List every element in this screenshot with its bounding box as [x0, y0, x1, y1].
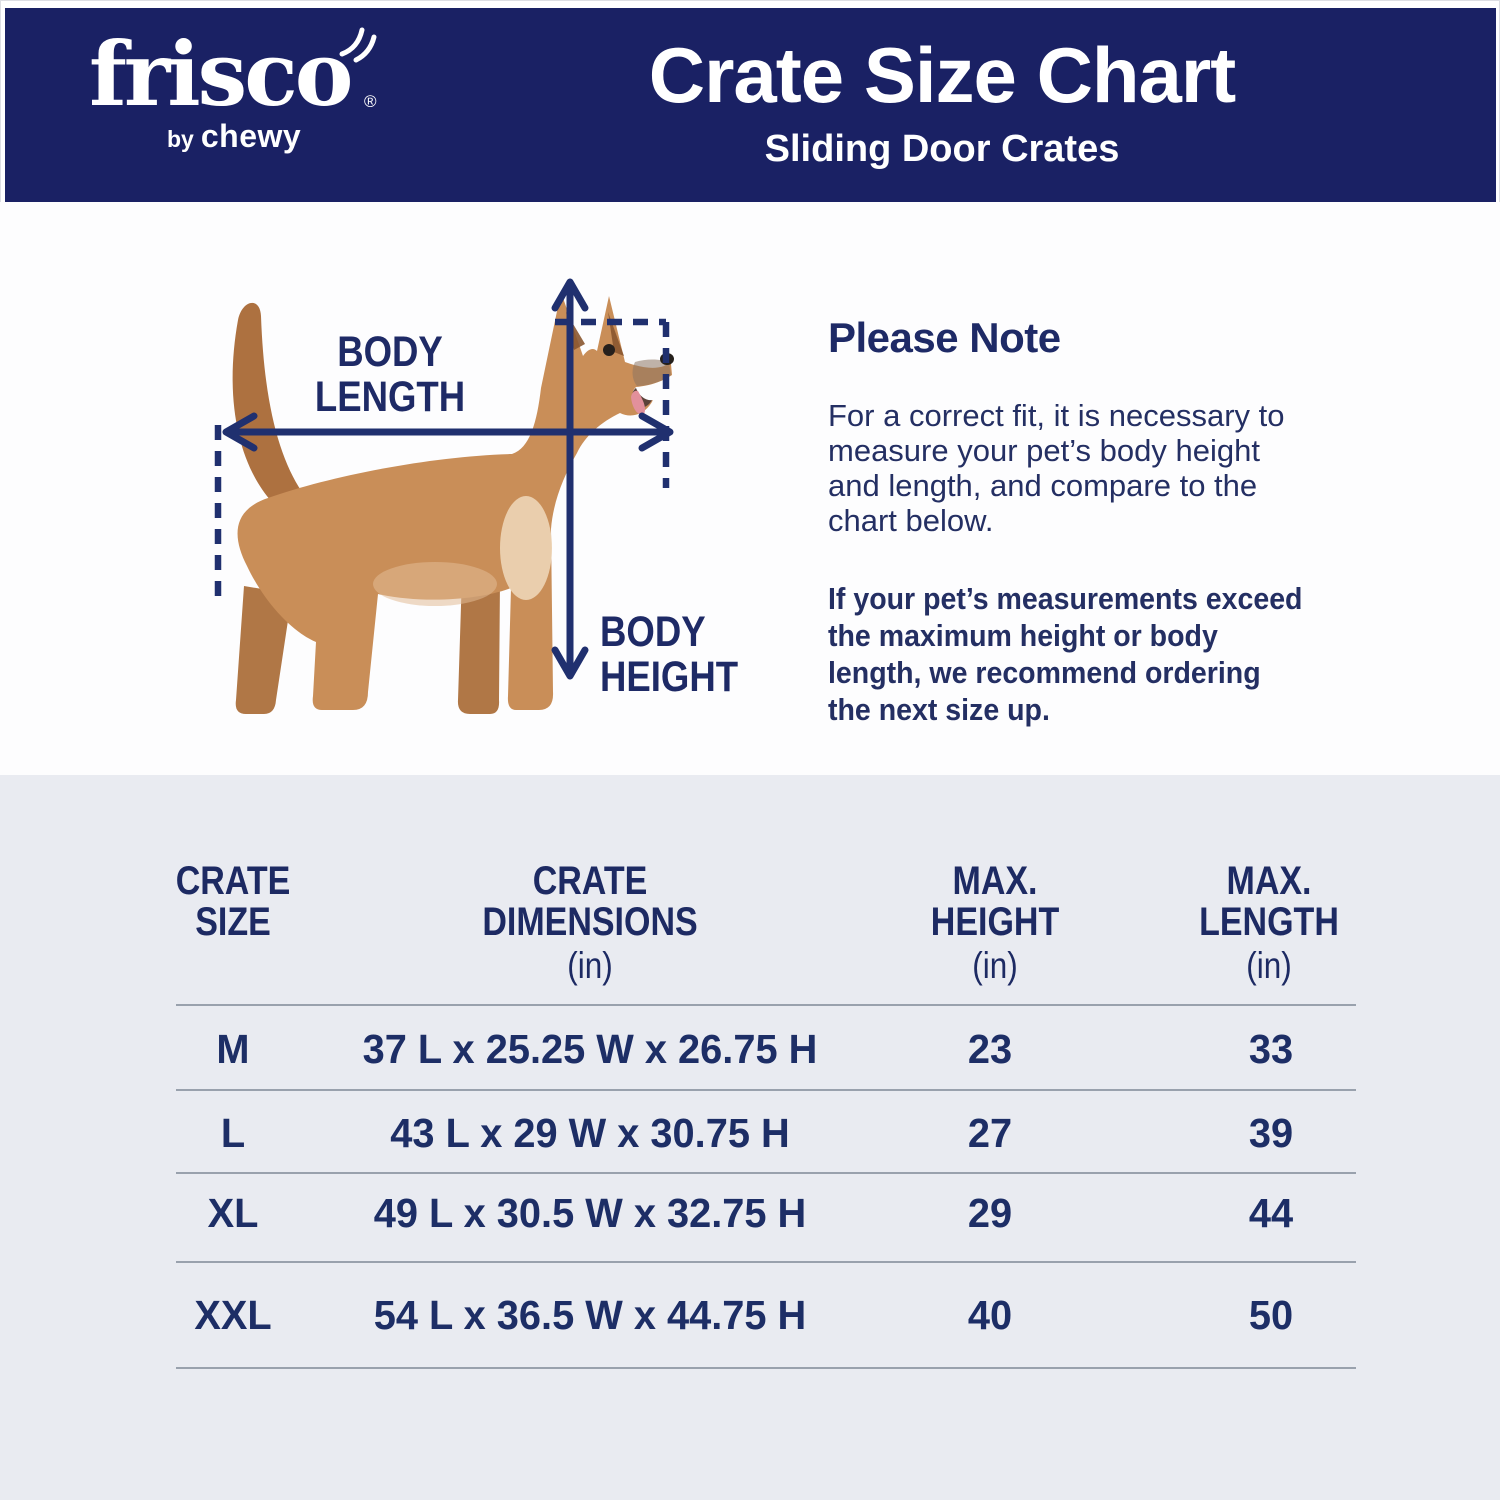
col-header-crate-dimensions: CRATE DIMENSIONS (in): [482, 861, 697, 989]
note-body-line: chart below.: [828, 503, 994, 538]
table-row-l-dimensions: 43 L x 29 W x 30.75 H: [390, 1110, 790, 1156]
table-row-xxl-size: XXL: [194, 1292, 272, 1338]
dog-muzzle: [632, 359, 671, 386]
table-divider: [176, 1367, 1356, 1369]
note-bold-line: the next size up.: [828, 692, 1050, 727]
table-row-xl-max-height: 29: [967, 1190, 1013, 1236]
table-divider: [176, 1089, 1356, 1091]
body-length-label-line1: BODY: [337, 328, 443, 376]
note-body-line: and length, and compare to the: [828, 468, 1258, 503]
table-divider: [176, 1004, 1356, 1006]
dog-eye: [603, 344, 615, 356]
col-header-unit: (in): [972, 945, 1018, 986]
table-row-xxl-max-length: 50: [1248, 1292, 1294, 1338]
table-row-l-max-length: 39: [1248, 1110, 1294, 1156]
body-height-label-line2: HEIGHT: [600, 653, 739, 701]
col-header-line: SIZE: [195, 900, 271, 944]
col-header-max-height: MAX. HEIGHT (in): [931, 861, 1059, 989]
col-header-unit: (in): [567, 945, 613, 986]
body-length-arrow: [222, 412, 674, 452]
col-header-line: MAX.: [952, 859, 1038, 903]
note-body-text: For a correct fit, it is necessary to me…: [828, 398, 1368, 538]
note-bold-text: If your pet’s measurements exceed the ma…: [828, 580, 1325, 728]
body-height-label-line1: BODY: [600, 608, 706, 656]
table-row-xxl-dimensions: 54 L x 36.5 W x 44.75 H: [373, 1292, 807, 1338]
body-length-label: BODY LENGTH: [315, 330, 465, 420]
col-header-crate-size: CRATE SIZE: [176, 861, 291, 943]
table-row-xl-dimensions: 49 L x 30.5 W x 32.75 H: [373, 1190, 807, 1236]
chewy-wordmark: chewy: [200, 118, 302, 154]
size-table: CRATE SIZE CRATE DIMENSIONS (in) MAX. HE…: [0, 775, 1500, 1500]
title-block: Crate Size Chart Sliding Door Crates: [648, 31, 1237, 171]
arrowhead-down-icon: [551, 646, 589, 680]
col-header-line: DIMENSIONS: [482, 900, 698, 944]
table-row-m-size: M: [216, 1026, 250, 1072]
byline-by: by: [167, 126, 194, 152]
table-row-m-dimensions: 37 L x 25.25 W x 26.75 H: [362, 1026, 818, 1072]
note-bold-line: If your pet’s measurements exceed: [828, 581, 1303, 616]
dog-illustration: [214, 278, 674, 714]
frisco-wordmark: frisco ®: [89, 27, 377, 118]
table-divider: [176, 1172, 1356, 1174]
dog-tail: [232, 302, 302, 502]
measurement-section: BODY LENGTH BODY HEIGHT Please Note For …: [0, 202, 1500, 775]
col-header-unit: (in): [1246, 945, 1292, 986]
note-heading: Please Note: [828, 314, 1061, 361]
please-note-panel: Please Note For a correct fit, it is nec…: [828, 314, 1368, 728]
header-banner: frisco ® by chewy Crate Size Chart Slidi…: [5, 8, 1496, 202]
arrowhead-right-icon: [638, 412, 674, 452]
page-subtitle: Sliding Door Crates: [764, 128, 1120, 170]
col-header-line: HEIGHT: [930, 900, 1060, 944]
frisco-wordmark-text: frisco: [89, 22, 353, 126]
table-row-xxl-max-height: 40: [967, 1292, 1013, 1338]
table-row-l-max-height: 27: [967, 1110, 1013, 1156]
table-row-xl-max-length: 44: [1248, 1190, 1294, 1236]
arrowhead-up-icon: [551, 278, 589, 312]
dog-body: [237, 292, 672, 710]
col-header-line: MAX.: [1226, 859, 1312, 903]
table-row-m-max-height: 23: [967, 1026, 1013, 1072]
table-row-m-max-length: 33: [1248, 1026, 1294, 1072]
dog-far-front-leg: [457, 574, 500, 714]
body-height-arrow: [551, 278, 589, 680]
table-divider: [176, 1261, 1356, 1263]
col-header-line: LENGTH: [1199, 900, 1339, 944]
col-header-line: CRATE: [532, 859, 648, 903]
body-length-label-line2: LENGTH: [314, 373, 466, 421]
note-body-line: measure your pet’s body height: [828, 433, 1260, 468]
note-bold-line: the maximum height or body: [828, 618, 1218, 653]
dog-chest-patch: [500, 496, 552, 600]
dog-belly-patch: [373, 562, 497, 606]
note-bold-line: length, we recommend ordering: [828, 655, 1261, 690]
dog-far-hind-leg: [235, 586, 292, 714]
table-row-l-size: L: [220, 1110, 246, 1156]
frisco-logo: frisco ® by chewy: [89, 27, 389, 155]
body-height-label: BODY HEIGHT: [600, 610, 738, 700]
note-body-line: For a correct fit, it is necessary to: [828, 398, 1285, 433]
table-row-xl-size: XL: [207, 1190, 259, 1236]
dog-tongue: [631, 390, 646, 415]
page-title: Crate Size Chart: [648, 31, 1237, 119]
registered-trademark: ®: [363, 92, 377, 111]
col-header-line: CRATE: [175, 859, 291, 903]
arrowhead-left-icon: [222, 412, 258, 452]
logo-flourish-icon: [339, 27, 377, 63]
dashed-guide-lines: [214, 318, 670, 596]
logo-byline: by chewy: [89, 118, 389, 155]
col-header-max-length: MAX. LENGTH (in): [1199, 861, 1339, 989]
